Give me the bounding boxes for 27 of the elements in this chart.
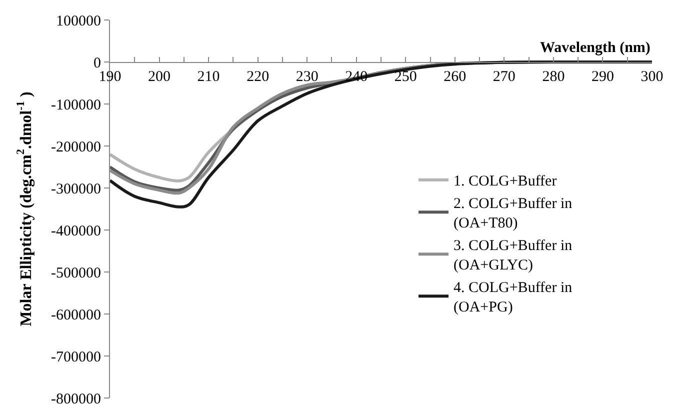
y-tick-label: -500000: [51, 265, 101, 282]
y-tick-label: 0: [94, 55, 101, 72]
y-tick-label: -700000: [51, 349, 101, 366]
x-tick-label: 230: [296, 69, 318, 85]
x-tick-label: 240: [345, 69, 368, 85]
x-tick-label: 220: [246, 69, 270, 85]
x-tick-label: 190: [98, 69, 122, 85]
y-tick-label: -100000: [51, 97, 101, 114]
legend-label: 2. COLG+Buffer in (OA+T80): [454, 196, 573, 232]
legend-label: 4. COLG+Buffer in (OA+PG): [454, 280, 573, 316]
x-tick-label: 210: [197, 69, 220, 85]
y-tick-label: -200000: [51, 139, 101, 156]
y-tick-label: -800000: [51, 391, 101, 408]
x-tick-label: 250: [394, 69, 417, 85]
x-tick-label: 280: [542, 69, 565, 85]
x-axis-title: Wavelength (nm): [540, 40, 650, 56]
x-tick-label: 270: [492, 69, 516, 85]
y-tick-label: -600000: [51, 307, 101, 324]
x-tick-label: 300: [640, 69, 664, 85]
y-tick-label: -400000: [51, 223, 101, 240]
legend-label: 3. COLG+Buffer in (OA+GLYC): [454, 238, 573, 274]
y-tick-label: 100000: [56, 13, 101, 30]
x-tick-label: 260: [444, 69, 466, 85]
y-tick-label: -300000: [51, 181, 101, 198]
legend-label: 1. COLG+Buffer: [454, 174, 557, 190]
x-tick-label: 290: [591, 69, 614, 85]
x-tick-label: 200: [148, 69, 171, 85]
